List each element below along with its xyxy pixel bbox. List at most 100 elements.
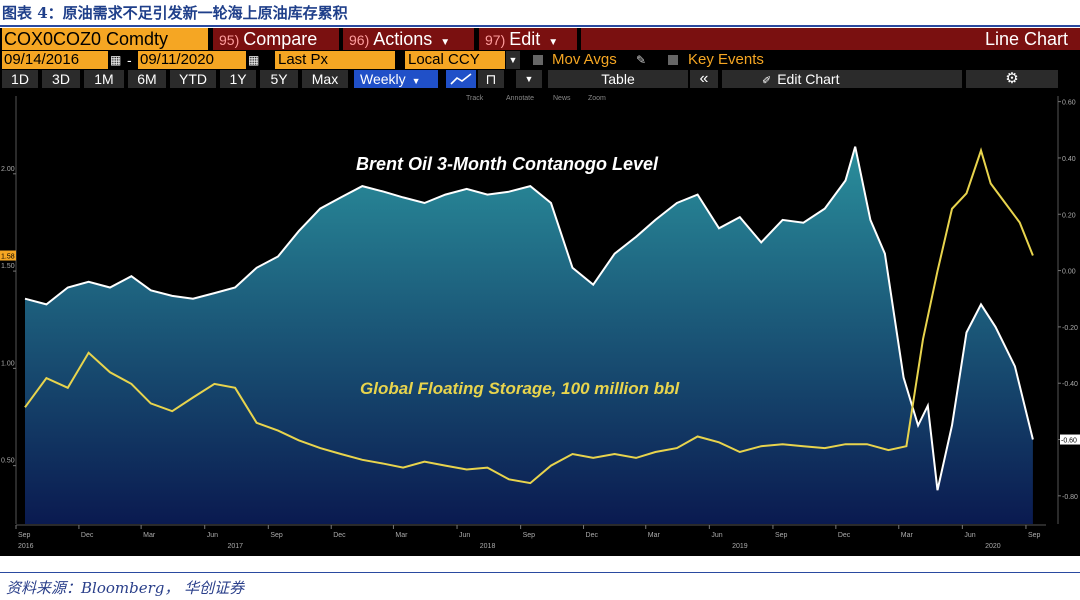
mov-avgs-label: Mov Avgs: [552, 51, 617, 68]
period-1d-button[interactable]: 1D: [2, 70, 38, 88]
x-month-label: Mar: [648, 532, 661, 539]
compare-fn-key: 95): [219, 32, 240, 48]
x-month-label: Jun: [207, 532, 218, 539]
key-events-checkbox[interactable]: [668, 55, 678, 65]
edit-fn-key: 97): [485, 32, 506, 48]
period-5y-button[interactable]: 5Y: [260, 70, 298, 88]
frequency-dropdown-icon: ▼: [411, 76, 421, 86]
chart-tools: Track Annotate News Zoom: [466, 95, 606, 102]
line-style-icon[interactable]: [446, 70, 476, 88]
period-3d-button[interactable]: 3D: [42, 70, 80, 88]
right-tick-label: 0.00: [1062, 269, 1076, 276]
period-1y-button[interactable]: 1Y: [220, 70, 256, 88]
x-month-label: Mar: [901, 532, 914, 539]
track-tool[interactable]: Track: [466, 95, 484, 102]
right-last-value-badge: [1060, 434, 1080, 445]
left-tick-label: 2.00: [1, 166, 15, 173]
right-tick-label: 0.20: [1062, 212, 1076, 219]
price-field-select[interactable]: Last Px: [275, 51, 395, 69]
date-range-dash: -: [127, 52, 132, 68]
x-month-label: Jun: [459, 532, 470, 539]
x-month-label: Dec: [81, 532, 94, 539]
news-tool[interactable]: News: [553, 95, 571, 102]
left-axis: 0.50 1.00 1.50 2.00 1.58: [0, 96, 17, 524]
edit-chart-label: Edit Chart: [777, 71, 840, 87]
left-tick-label: 0.50: [1, 458, 15, 465]
x-year-label: 2020: [985, 543, 1001, 550]
x-year-label: 2017: [227, 543, 243, 550]
frequency-select[interactable]: Weekly ▼: [354, 70, 438, 88]
right-axis: 0.600.400.200.00-0.20-0.40-0.60-0.80-0.6…: [1057, 96, 1080, 524]
right-tick-label: 0.60: [1062, 100, 1076, 107]
ticker-field[interactable]: COX0COZ0 Comdty: [2, 28, 208, 50]
brent-contango-line: [24, 146, 1034, 491]
edit-dropdown-icon: ▼: [548, 37, 559, 48]
source-note: 资料来源：Bloomberg， 华创证券: [6, 579, 245, 597]
period-max-button[interactable]: Max: [302, 70, 348, 88]
settings-gear-icon[interactable]: ⚙: [966, 70, 1058, 88]
actions-button[interactable]: 96) Actions ▼: [343, 28, 474, 50]
bar-style-icon[interactable]: ⊓: [478, 70, 504, 88]
x-month-label: Sep: [775, 532, 788, 539]
x-axis: Sep Dec Mar Jun Sep Dec Mar Jun Sep Dec Mar Jun Sep D…: [15, 524, 1046, 550]
line-chart: Track Annotate News Zoom Brent Oil 3-Mon…: [0, 95, 1080, 550]
calendar-icon[interactable]: ▦: [110, 53, 122, 67]
calendar-icon[interactable]: ▦: [248, 53, 260, 67]
chart-type-dropdown-icon[interactable]: ▼: [516, 70, 542, 88]
x-month-label: Sep: [1028, 532, 1041, 539]
currency-select[interactable]: Local CCY: [405, 51, 505, 69]
x-month-label: Sep: [523, 532, 536, 539]
left-last-value-label: 1.58: [1, 254, 15, 261]
compare-button[interactable]: 95) Compare: [213, 28, 339, 50]
currency-dropdown-icon[interactable]: ▼: [506, 51, 520, 69]
caption-divider: [0, 25, 1080, 27]
x-month-label: Jun: [964, 532, 975, 539]
left-tick-label: 1.00: [1, 360, 15, 367]
x-month-label: Dec: [838, 532, 851, 539]
toolbar-row-dates: 09/14/2016 ▦ - 09/11/2020 ▦ Last Px Loca…: [0, 51, 1080, 69]
x-month-label: Jun: [711, 532, 722, 539]
x-month-label: Mar: [143, 532, 156, 539]
frequency-label: Weekly: [360, 71, 406, 87]
edit-chart-icon: ✐: [762, 75, 772, 87]
annotate-tool[interactable]: Annotate: [506, 95, 534, 102]
chart-kind-bar: Line Chart: [581, 28, 1080, 50]
collapse-icon[interactable]: «: [690, 70, 718, 88]
period-ytd-button[interactable]: YTD: [170, 70, 216, 88]
right-tick-label: -0.80: [1062, 494, 1078, 501]
edit-button[interactable]: 97) Edit ▼: [479, 28, 577, 50]
end-date-field[interactable]: 09/11/2020: [138, 51, 246, 69]
source-divider: [0, 572, 1080, 573]
figure-caption: 图表 4：原油需求不足引发新一轮海上原油库存累积: [2, 4, 348, 22]
compare-label: Compare: [243, 29, 318, 49]
x-month-label: Mar: [395, 532, 408, 539]
edit-chart-button[interactable]: ✐ Edit Chart: [722, 70, 962, 88]
x-year-label: 2018: [480, 543, 496, 550]
x-month-label: Sep: [270, 532, 283, 539]
actions-fn-key: 96): [349, 32, 370, 48]
period-1m-button[interactable]: 1M: [84, 70, 124, 88]
x-month-label: Sep: [18, 532, 31, 539]
pencil-icon[interactable]: ✎: [636, 53, 647, 67]
toolbar-row-top: COX0COZ0 Comdty 95) Compare 96) Actions ▼ 9…: [0, 28, 1080, 50]
brent-series-annotation: Brent Oil 3-Month Contanogo Level: [356, 154, 659, 174]
start-date-field[interactable]: 09/14/2016: [2, 51, 108, 69]
left-last-value-badge: [0, 250, 16, 261]
storage-series-annotation: Global Floating Storage, 100 million bbl: [360, 379, 681, 398]
table-button[interactable]: Table: [548, 70, 688, 88]
mov-avgs-checkbox[interactable]: [533, 55, 543, 65]
actions-label: Actions: [373, 29, 433, 49]
left-tick-label: 1.50: [1, 263, 15, 270]
bloomberg-terminal: COX0COZ0 Comdty 95) Compare 96) Actions ▼ 9…: [0, 28, 1080, 556]
right-tick-label: -0.20: [1062, 325, 1078, 332]
x-month-label: Dec: [586, 532, 599, 539]
x-year-label: 2019: [732, 543, 748, 550]
right-tick-label: -0.40: [1062, 381, 1078, 388]
x-month-label: Dec: [333, 532, 346, 539]
actions-dropdown-icon: ▼: [440, 37, 451, 48]
period-6m-button[interactable]: 6M: [128, 70, 166, 88]
x-year-label: 2016: [18, 543, 34, 550]
right-last-value-label: -0.60: [1061, 438, 1077, 445]
zoom-tool[interactable]: Zoom: [588, 95, 606, 102]
floating-storage-line: [24, 147, 1034, 485]
